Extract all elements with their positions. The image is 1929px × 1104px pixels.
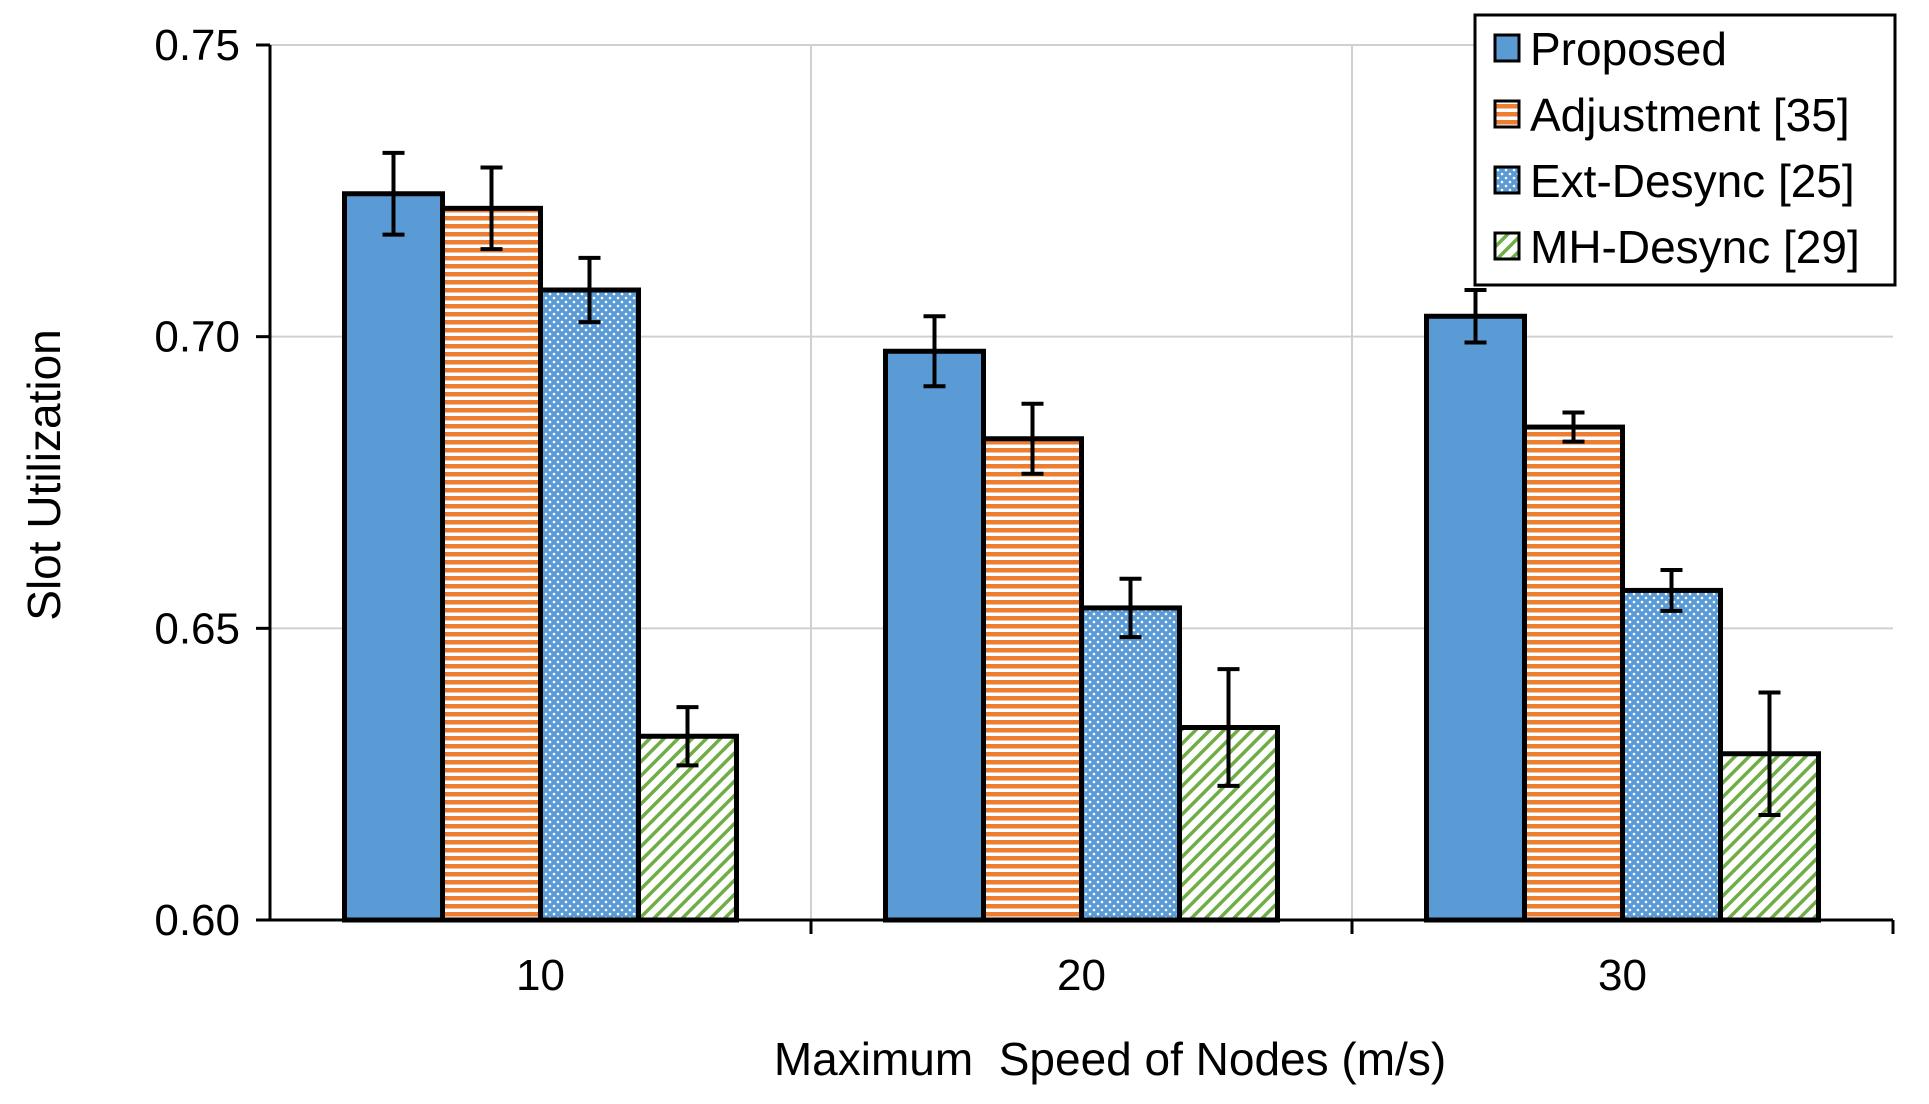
y-tick-label: 0.65: [154, 604, 240, 653]
error-bar: [676, 705, 699, 768]
legend-box: [1473, 13, 1897, 287]
error-bar: [382, 150, 405, 237]
error-bar: [1021, 401, 1044, 476]
legend-swatch: [1493, 33, 1521, 63]
bar-adjustment-35-30: [1522, 424, 1625, 923]
tick-labels: 0.60 0.65 0.70 0.75 10 20 30: [154, 21, 1647, 1000]
error-bar: [1217, 667, 1240, 788]
legend-item: Adjustment [35]: [1493, 89, 1850, 141]
legend-swatch: [1493, 165, 1521, 195]
legend-label: Proposed: [1530, 23, 1727, 75]
bar-ext-desync-25-20: [1079, 605, 1182, 923]
legend-swatch: [1493, 231, 1521, 261]
legend-label: Adjustment [35]: [1530, 89, 1850, 141]
axes: [256, 43, 1895, 934]
bar-ext-desync-25-30: [1620, 587, 1723, 923]
error-bar: [1119, 576, 1142, 640]
y-tick-label: 0.60: [154, 896, 240, 945]
legend-item: Ext-Desync [25]: [1493, 155, 1855, 207]
error-bar: [480, 165, 503, 252]
bar-ext-desync-25-10: [538, 287, 641, 923]
legend-label: MH-Desync [29]: [1530, 221, 1860, 273]
x-tick-label: 30: [1598, 951, 1647, 1000]
error-bar: [1660, 568, 1683, 613]
bar-adjustment-35-20: [981, 436, 1084, 923]
error-bar: [1562, 410, 1585, 444]
legend-label: Ext-Desync [25]: [1530, 155, 1855, 207]
bar-adjustment-35-10: [440, 205, 543, 923]
error-bar: [923, 314, 946, 389]
bar-proposed-20: [883, 348, 986, 923]
error-bars: [382, 150, 1781, 817]
bar-proposed-10: [342, 191, 445, 923]
legend-item: MH-Desync [29]: [1493, 221, 1860, 273]
y-tick-label: 0.75: [154, 21, 240, 70]
bars: [342, 191, 1821, 923]
error-bar: [578, 255, 601, 325]
error-bar: [1464, 288, 1487, 345]
error-bar: [1758, 690, 1781, 817]
x-axis-title: Maximum Speed of Nodes (m/s): [774, 1033, 1446, 1085]
bar-proposed-30: [1424, 313, 1527, 923]
y-tick-label: 0.70: [154, 313, 240, 362]
legend-swatch: [1493, 99, 1521, 129]
legend: Proposed Adjustment [35] Ext-Desync [25] MH…: [1473, 13, 1897, 287]
x-tick-label: 10: [516, 951, 565, 1000]
y-axis-title: Slot Utilization: [18, 329, 70, 620]
legend-item: Proposed: [1493, 23, 1727, 75]
x-tick-label: 20: [1057, 951, 1106, 1000]
